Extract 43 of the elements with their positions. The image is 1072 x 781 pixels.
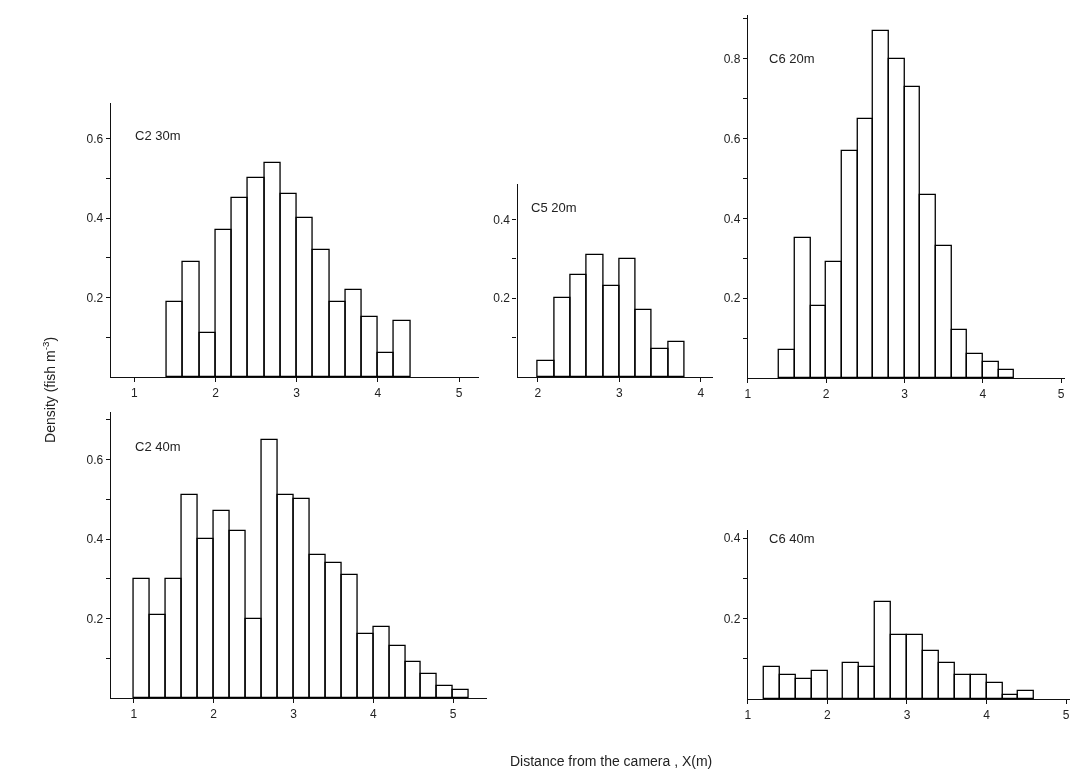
x-axis-title: Distance from the camera , X(m) bbox=[510, 753, 713, 769]
y-tick-label: 0.2 bbox=[493, 291, 511, 306]
x-tick-label: 3 bbox=[293, 385, 301, 400]
x-tick-label: 4 bbox=[983, 707, 991, 722]
x-tick-label: 4 bbox=[374, 385, 382, 400]
y-tick-label: 0.4 bbox=[723, 211, 741, 226]
x-tick-label: 2 bbox=[824, 707, 832, 722]
x-tick-label: 5 bbox=[449, 706, 457, 721]
x-tick-label: 1 bbox=[130, 706, 138, 721]
y-tick-label: 0.2 bbox=[723, 611, 741, 626]
x-tick-label: 5 bbox=[455, 385, 463, 400]
x-tick-label: 4 bbox=[979, 386, 987, 401]
y-tick-label: 0.8 bbox=[723, 52, 741, 67]
y-tick-label: 0.6 bbox=[723, 131, 741, 146]
x-tick-label: 2 bbox=[210, 706, 218, 721]
x-tick-label: 2 bbox=[212, 385, 220, 400]
x-tick-label: 2 bbox=[534, 385, 542, 400]
y-tick-label: 0.2 bbox=[86, 290, 104, 305]
x-tick-label: 3 bbox=[290, 706, 298, 721]
x-tick-label: 3 bbox=[616, 385, 624, 400]
text: C6 20m bbox=[769, 51, 815, 66]
x-tick-label: 4 bbox=[369, 706, 377, 721]
x-tick-label: 1 bbox=[130, 385, 138, 400]
text: C5 20m bbox=[531, 200, 577, 215]
y-tick-label: 0.2 bbox=[723, 291, 741, 306]
x-tick-label: 5 bbox=[1062, 707, 1070, 722]
y-tick-label: 0.6 bbox=[86, 131, 104, 146]
x-tick-label: 2 bbox=[822, 386, 830, 401]
y-tick-label: 0.4 bbox=[86, 532, 104, 547]
y-tick-label: 0.2 bbox=[86, 611, 104, 626]
x-tick-label: 1 bbox=[744, 386, 752, 401]
x-tick-label: 1 bbox=[744, 707, 752, 722]
y-tick-label: 0.4 bbox=[723, 531, 741, 546]
text: C2 40m bbox=[135, 439, 181, 454]
text: C2 30m bbox=[135, 128, 181, 143]
x-tick-label: 5 bbox=[1057, 386, 1065, 401]
x-tick-label: 3 bbox=[903, 707, 911, 722]
y-tick-label: 0.4 bbox=[86, 211, 104, 226]
y-tick-label: 0.6 bbox=[86, 452, 104, 467]
x-tick-label: 3 bbox=[901, 386, 909, 401]
x-tick-label: 4 bbox=[697, 385, 705, 400]
chart-title: C6 40m bbox=[769, 531, 815, 546]
y-tick-label: 0.4 bbox=[493, 212, 511, 227]
